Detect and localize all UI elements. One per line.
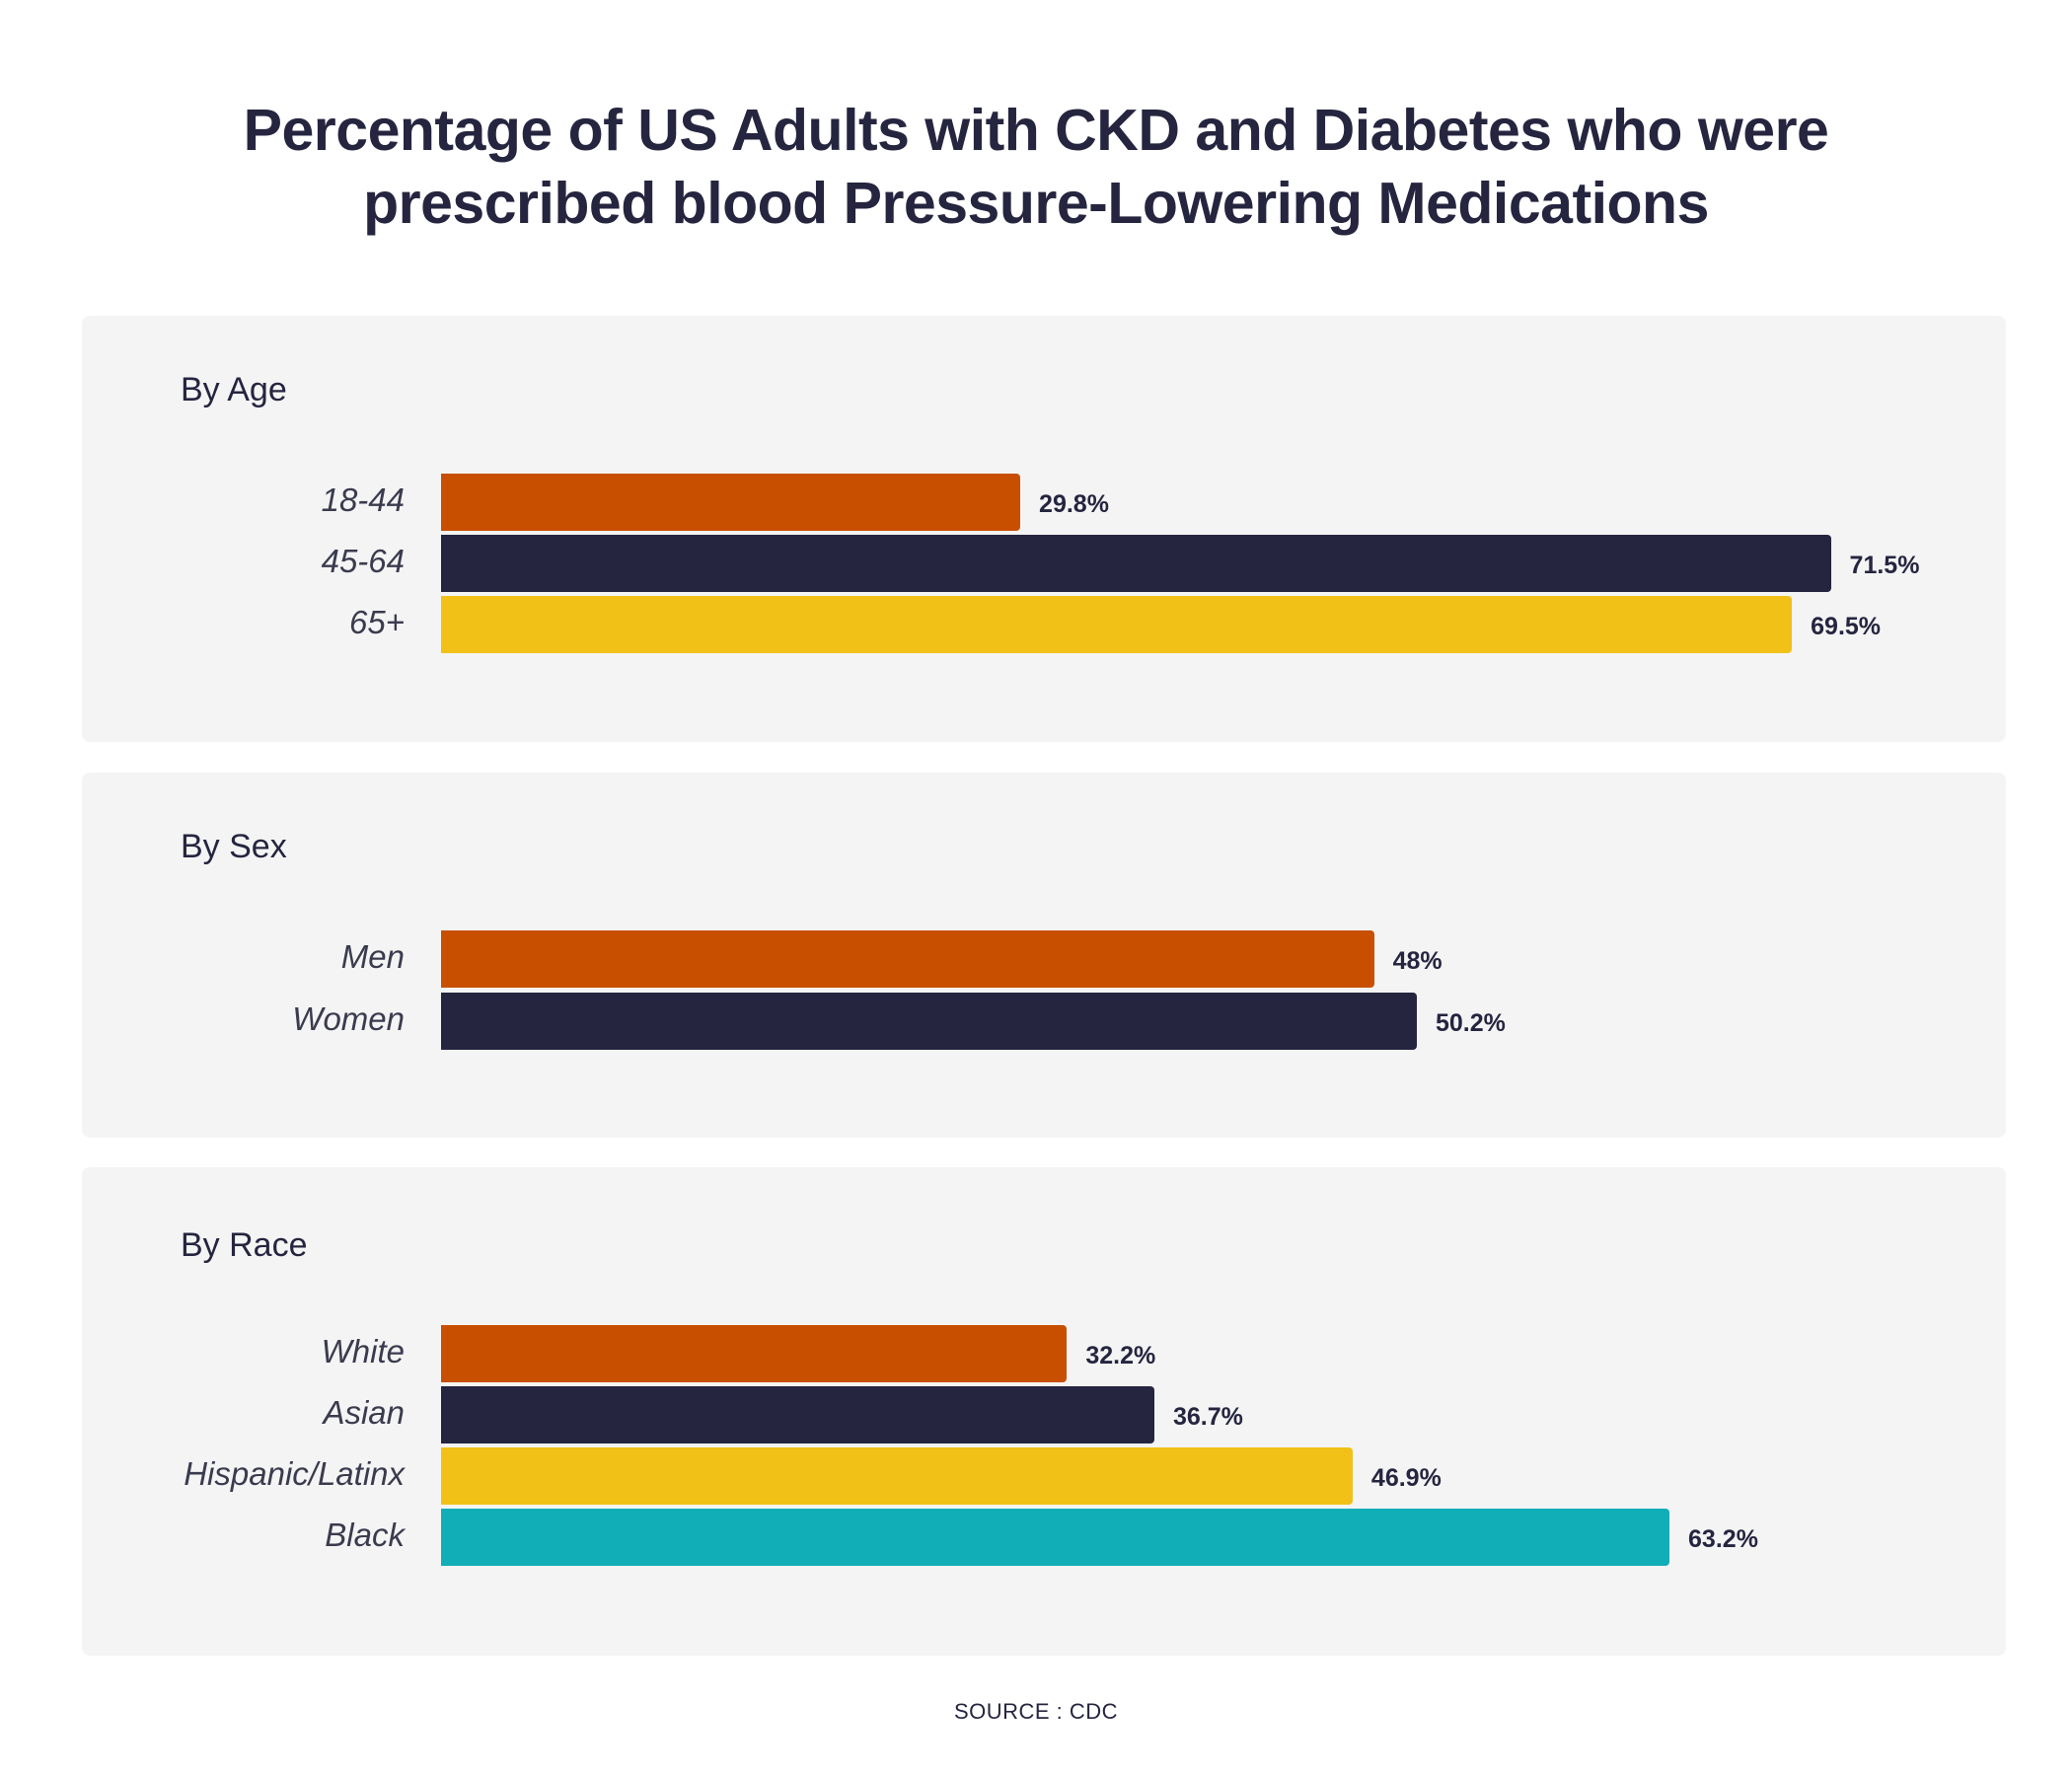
- category-label-18-44: 18-44: [321, 481, 405, 518]
- bar-women: [441, 993, 1417, 1050]
- value-label-white: 32.2%: [1085, 1342, 1156, 1369]
- category-label-65-: 65+: [349, 604, 405, 640]
- bar-men: [441, 930, 1374, 988]
- category-label-white: White: [321, 1333, 405, 1369]
- category-label-men: Men: [340, 938, 405, 975]
- bar-white: [441, 1325, 1068, 1382]
- bar-65-: [441, 596, 1793, 653]
- panel-by-sex: By Sex Men 48% Women 50.2%: [82, 773, 2006, 1138]
- value-label-hispanic-latinx: 46.9%: [1370, 1464, 1442, 1492]
- chart-title-line-2: prescribed blood Pressure-Lowering Medic…: [363, 171, 1709, 236]
- value-label-black: 63.2%: [1688, 1525, 1758, 1553]
- panel-by-race: By Race White 32.2% Asian 36.7% Hispanic/Lat…: [82, 1167, 2006, 1656]
- value-label-asian: 36.7%: [1172, 1403, 1243, 1431]
- chart-title-line-1: Percentage of US Adults with CKD and Dia…: [243, 98, 1829, 163]
- category-label-black: Black: [325, 1517, 405, 1553]
- category-label-asian: Asian: [323, 1394, 405, 1431]
- value-label-women: 50.2%: [1435, 1009, 1506, 1037]
- value-label-18-44: 29.8%: [1039, 490, 1109, 518]
- chart-title: Percentage of US Adults with CKD and Dia…: [0, 94, 2072, 240]
- bar-hispanic-latinx: [441, 1447, 1353, 1505]
- section-title-sex: By Sex: [181, 828, 287, 865]
- source-note: SOURCE : CDC: [953, 1699, 1119, 1724]
- value-label-65-: 69.5%: [1811, 613, 1882, 640]
- panel-by-age: By Age 18-44 29.8% 45-64 71.5% 65+ 69.5%: [82, 316, 2006, 742]
- category-label-45-64: 45-64: [321, 543, 405, 579]
- value-label-45-64: 71.5%: [1849, 552, 1920, 579]
- bar-45-64: [441, 535, 1831, 592]
- category-label-women: Women: [292, 1000, 405, 1037]
- category-label-hispanic-latinx: Hispanic/Latinx: [184, 1455, 405, 1492]
- bar-black: [441, 1509, 1670, 1566]
- section-title-race: By Race: [181, 1226, 308, 1264]
- bar-18-44: [441, 474, 1021, 531]
- bar-asian: [441, 1386, 1154, 1443]
- value-label-men: 48%: [1392, 947, 1443, 975]
- section-title-age: By Age: [181, 371, 287, 408]
